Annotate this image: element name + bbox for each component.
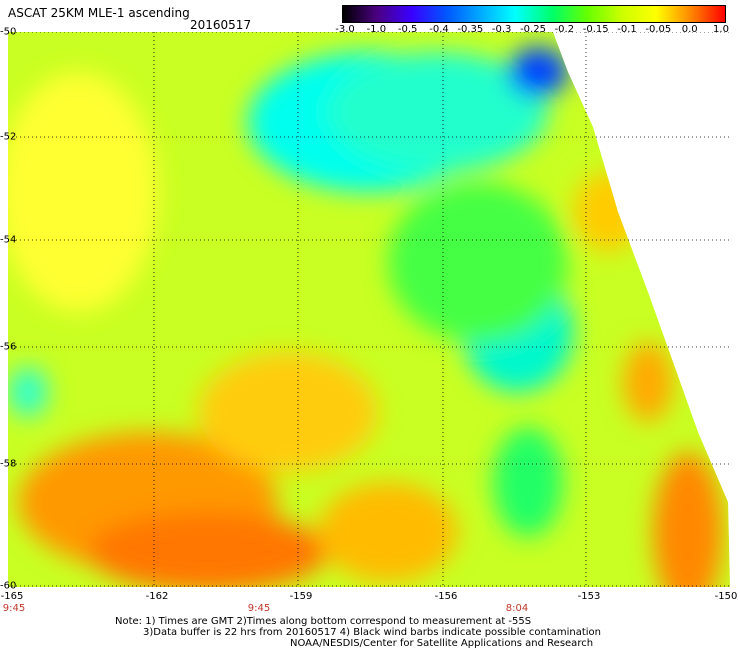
lon-label-162: -162	[145, 591, 169, 602]
time-label-1: 9:45	[2, 603, 26, 614]
lon-label-156: -156	[434, 591, 458, 602]
colorbar-tick-label: 1.0	[713, 24, 729, 35]
note-line-1: Note: 1) Times are GMT 2)Times along bot…	[115, 616, 532, 627]
colorbar-tick-label: -3.0	[335, 24, 355, 35]
note-line-2: 3)Data buffer is 22 hrs from 20160517 4)…	[143, 627, 601, 638]
colorbar-tick-label: -0.2	[554, 24, 575, 35]
colorbar-tick-label: -0.5	[397, 24, 418, 35]
lat-label-54: -54	[0, 234, 17, 246]
wind-field	[8, 32, 730, 587]
lon-label-153: -153	[577, 591, 601, 602]
time-label-3: 8:04	[505, 603, 529, 614]
map-plot	[8, 32, 730, 587]
lat-label-52: -52	[0, 131, 17, 143]
note-line-3: NOAA/NESDIS/Center for Satellite Applica…	[290, 638, 594, 649]
lat-label-56: -56	[0, 341, 17, 353]
lon-label-150: -150	[714, 591, 738, 602]
graticule	[8, 32, 730, 587]
colorbar-tick-label: -0.3	[491, 24, 512, 35]
time-label-2: 9:45	[247, 603, 271, 614]
lon-label-165: -165	[0, 591, 24, 602]
colorbar-tick-label: -0.35	[457, 24, 484, 35]
colorbar-tick-label: -1.0	[366, 24, 387, 35]
colorbar	[342, 5, 726, 23]
colorbar-tick-label: -0.4	[429, 24, 449, 35]
lat-label-60: -60	[0, 580, 17, 592]
colorbar-tick-label: -0.15	[582, 24, 609, 35]
colorbar-tick-label: -0.25	[520, 24, 546, 35]
lat-label-58: -58	[0, 458, 17, 470]
map-date: 20160517	[190, 18, 252, 32]
colorbar-tick-label: -0.05	[645, 24, 672, 35]
lat-label-50: -50	[0, 26, 17, 38]
colorbar-tick-label: 0.0	[681, 24, 698, 35]
colorbar-tick-label: -0.1	[617, 24, 637, 35]
lon-label-159: -159	[289, 591, 313, 602]
map-title: ASCAT 25KM MLE-1 ascending	[8, 6, 190, 20]
